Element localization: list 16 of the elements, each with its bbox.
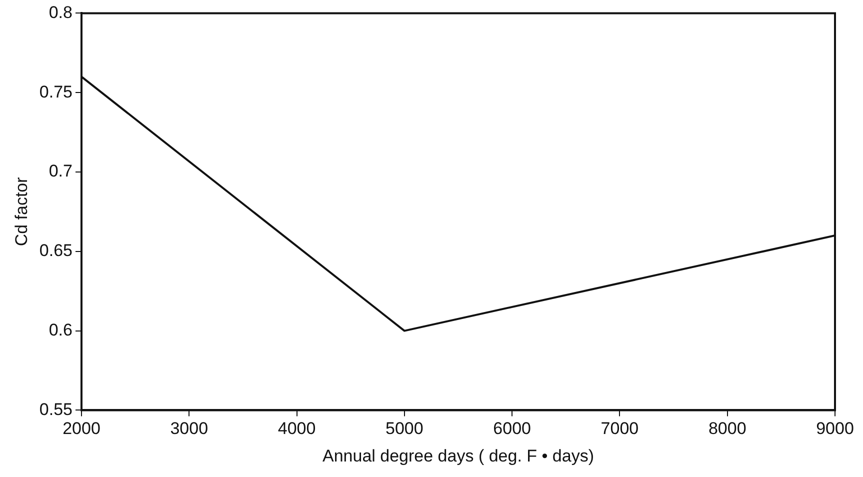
y-axis-title: Cd factor [12, 176, 31, 246]
x-axis-title: Annual degree days ( deg. F • days) [322, 446, 594, 466]
x-tick-label: 4000 [278, 419, 316, 438]
y-tick-label: 0.6 [48, 320, 72, 340]
y-tick-label: 0.65 [39, 241, 72, 260]
y-tick-label: 0.7 [48, 162, 72, 181]
x-tick-label: 3000 [170, 419, 208, 438]
y-tick-label: 0.8 [48, 2, 72, 22]
x-tick-label: 7000 [600, 419, 639, 438]
y-tick-label: 0.75 [39, 82, 72, 102]
x-tick-label: 9000 [816, 419, 854, 438]
x-tick-label: 5000 [386, 419, 424, 438]
x-tick-label: 8000 [708, 419, 746, 438]
x-tick-label: 2000 [62, 419, 100, 438]
y-tick-label: 0.55 [39, 400, 72, 419]
x-tick-label: 6000 [493, 419, 531, 438]
